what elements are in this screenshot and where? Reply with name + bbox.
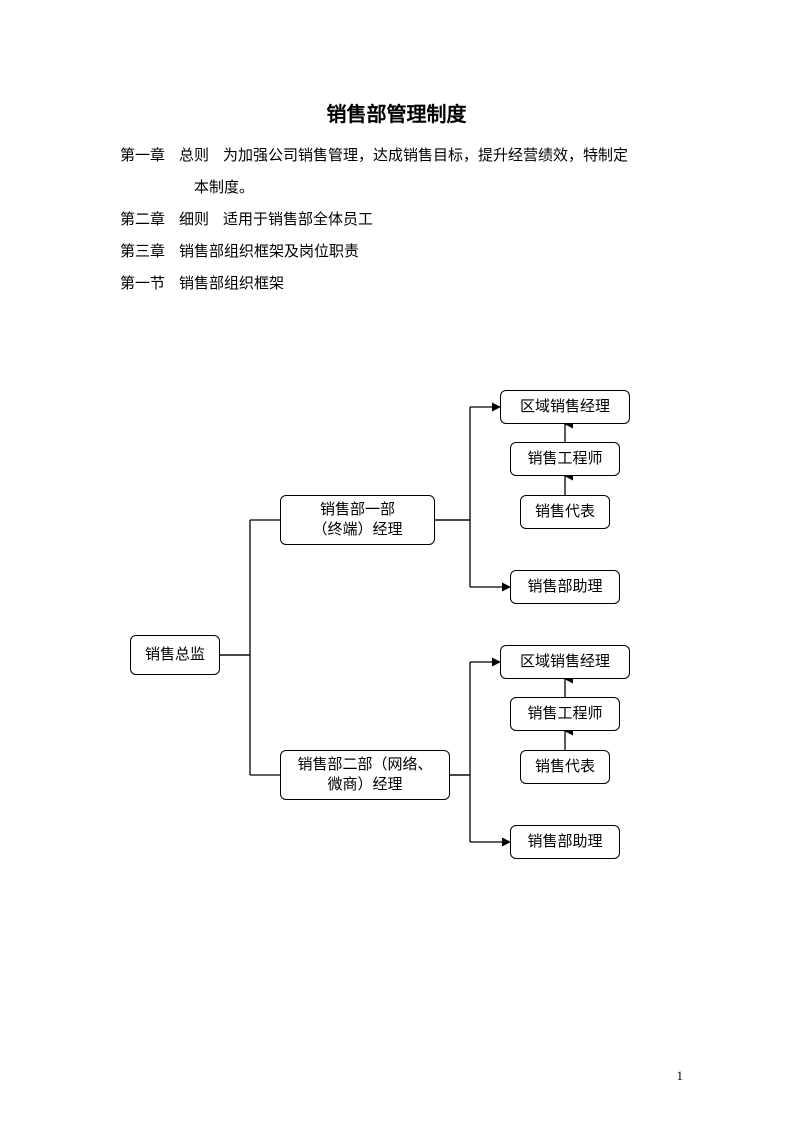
chapter-sublabel: 总则 [179,141,209,171]
org-node-d1n2: 销售工程师 [510,442,620,476]
section-1: 第一节 销售部组织框架 [120,269,693,299]
org-chart-connectors [0,360,793,930]
org-node-d2n4: 销售部助理 [510,825,620,859]
chapter-label: 第三章 [120,237,165,267]
chapter-1-cont: 本制度。 [120,173,693,203]
org-node-d2n2: 销售工程师 [510,697,620,731]
chapter-text: 销售部组织框架及岗位职责 [179,237,359,267]
chapter-text: 为加强公司销售管理，达成销售目标，提升经营绩效，特制定 [223,141,628,171]
org-node-dept1: 销售部一部（终端）经理 [280,495,435,545]
chapter-text: 适用于销售部全体员工 [223,205,373,235]
chapter-text-cont: 本制度。 [194,173,254,203]
org-node-d1n1: 区域销售经理 [500,390,630,424]
chapter-label: 第一章 [120,141,165,171]
org-node-dept2: 销售部二部（网络、微商）经理 [280,750,450,800]
page-number: 1 [677,1068,684,1084]
chapter-2: 第二章 细则 适用于销售部全体员工 [120,205,693,235]
chapter-label: 第二章 [120,205,165,235]
page-title: 销售部管理制度 [0,0,793,141]
section-text: 销售部组织框架 [179,269,284,299]
org-node-d2n3: 销售代表 [520,750,610,784]
chapter-sublabel: 细则 [179,205,209,235]
org-node-d1n4: 销售部助理 [510,570,620,604]
chapter-1: 第一章 总则 为加强公司销售管理，达成销售目标，提升经营绩效，特制定 [120,141,693,171]
org-node-d2n1: 区域销售经理 [500,645,630,679]
org-chart: 销售总监 销售部一部（终端）经理销售部二部（网络、微商）经理 区域销售经理销售工程师… [0,360,793,930]
org-node-root: 销售总监 [130,635,220,675]
document-body: 第一章 总则 为加强公司销售管理，达成销售目标，提升经营绩效，特制定 本制度。 … [0,141,793,299]
org-node-d1n3: 销售代表 [520,495,610,529]
section-label: 第一节 [120,269,165,299]
chapter-3: 第三章 销售部组织框架及岗位职责 [120,237,693,267]
